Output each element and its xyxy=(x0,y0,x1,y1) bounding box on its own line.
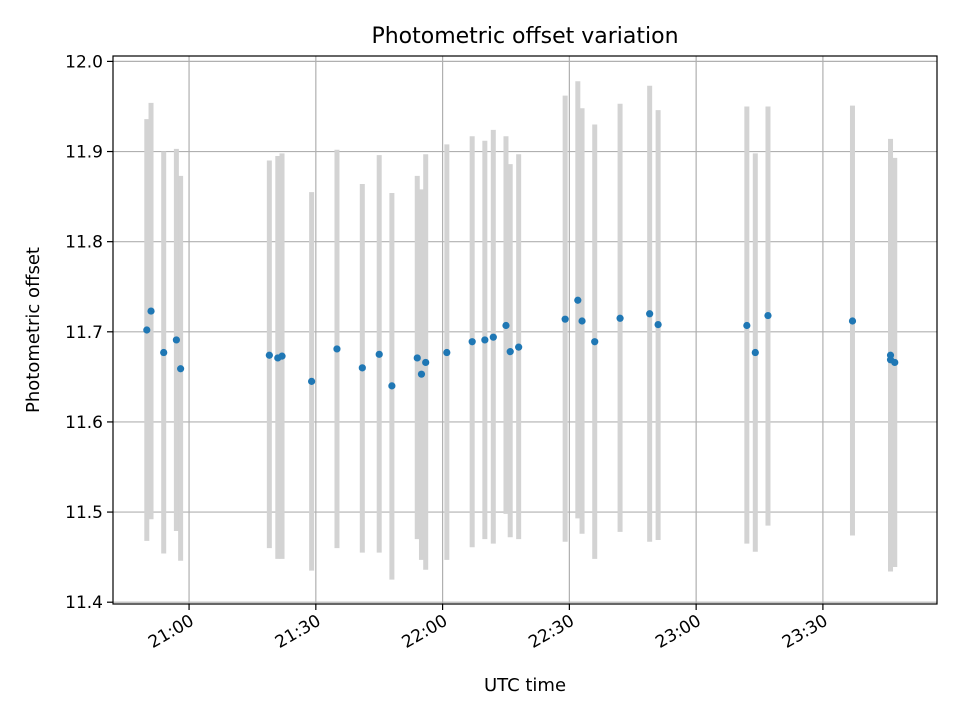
x-tick-label: 23:00 xyxy=(652,611,704,653)
data-point xyxy=(743,321,751,330)
x-tick-label: 22:30 xyxy=(525,611,577,653)
x-axis-label: UTC time xyxy=(484,675,566,696)
x-tick-label: 22:00 xyxy=(399,611,451,653)
data-points xyxy=(143,296,899,390)
data-point xyxy=(278,352,286,360)
data-point xyxy=(172,336,180,344)
data-point xyxy=(333,345,341,353)
y-tick-label: 12.0 xyxy=(65,52,103,72)
data-point xyxy=(616,314,624,322)
data-point xyxy=(481,336,489,344)
data-point xyxy=(177,365,185,373)
data-point xyxy=(654,320,662,329)
data-point xyxy=(751,348,759,357)
x-tick-label: 21:30 xyxy=(272,611,324,653)
data-point xyxy=(143,326,151,334)
error-bars xyxy=(144,81,898,580)
data-point xyxy=(561,315,569,323)
data-point xyxy=(764,311,772,320)
data-point xyxy=(489,333,497,341)
y-tick-label: 11.8 xyxy=(65,233,103,253)
chart-title: Photometric offset variation xyxy=(371,24,678,49)
y-axis-label: Photometric offset xyxy=(23,247,44,413)
data-point xyxy=(265,351,273,359)
data-point xyxy=(848,317,857,325)
data-point xyxy=(413,354,421,362)
data-point xyxy=(515,343,523,351)
data-point xyxy=(646,310,654,318)
data-point xyxy=(591,338,599,346)
y-tick-label: 11.7 xyxy=(65,323,103,343)
grid xyxy=(113,56,937,604)
y-tick-label: 11.6 xyxy=(65,413,103,433)
data-point xyxy=(506,348,514,356)
data-point xyxy=(417,370,426,378)
plot-frame xyxy=(112,55,938,605)
data-point xyxy=(574,296,582,304)
data-point xyxy=(443,348,451,357)
data-point xyxy=(578,317,586,325)
data-point xyxy=(422,358,430,367)
y-tick-label: 11.5 xyxy=(65,503,103,523)
data-point xyxy=(891,358,899,367)
y-tick-label: 11.9 xyxy=(65,143,103,163)
x-tick-label: 23:30 xyxy=(779,611,831,653)
data-point xyxy=(502,321,510,330)
data-point xyxy=(160,348,168,357)
data-point xyxy=(147,307,155,315)
data-point xyxy=(388,382,396,390)
data-point xyxy=(468,338,476,346)
data-point xyxy=(308,377,316,385)
y-tick-label: 11.4 xyxy=(65,593,103,613)
data-point xyxy=(375,350,383,358)
data-point xyxy=(358,364,366,372)
x-tick-label: 21:00 xyxy=(145,611,197,653)
